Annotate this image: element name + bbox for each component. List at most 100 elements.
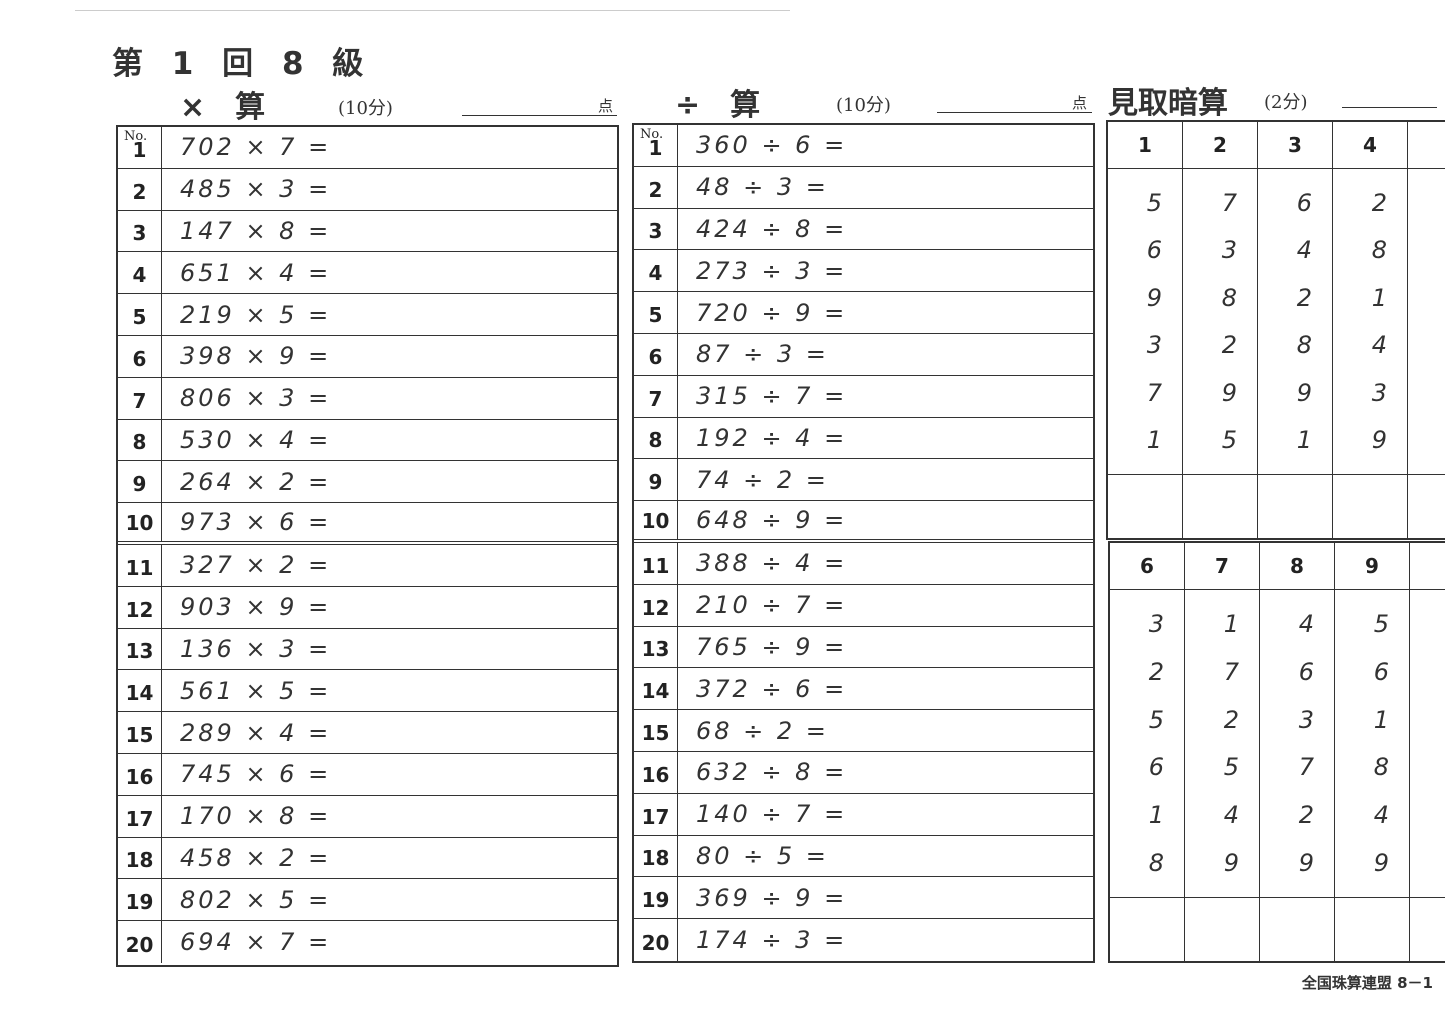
mental-problem-number: 1 xyxy=(1108,122,1182,169)
multiplication-score-field xyxy=(462,114,617,116)
problem-number: 8 xyxy=(634,417,678,459)
table-row: 9 264 × 2 = xyxy=(118,461,617,504)
mental-digit: 2 xyxy=(1221,331,1237,360)
problem-number-text: 5 xyxy=(132,304,147,329)
table-row: 19 802 × 5 = xyxy=(118,879,617,922)
problem-number: 11 xyxy=(634,542,678,584)
problem-number-text: 2 xyxy=(132,179,147,204)
mental-answer-cell xyxy=(1335,898,1409,961)
problem-text: 369 ÷ 9 = xyxy=(696,883,848,912)
mental-digit: 8 xyxy=(1221,283,1237,312)
problem-text: 973 × 6 = xyxy=(180,508,332,537)
problem-text: 327 × 2 = xyxy=(180,551,332,580)
problem-text: 315 ÷ 7 = xyxy=(696,382,848,411)
mental-digit: 7 xyxy=(1298,753,1314,782)
mental-digit: 9 xyxy=(1146,283,1162,312)
problem-number: 6 xyxy=(118,335,162,377)
multiplication-label: × 算 xyxy=(180,90,266,125)
problem-text: 806 × 3 = xyxy=(180,384,332,413)
problem-number: 3 xyxy=(634,208,678,250)
problem-text: 720 ÷ 9 = xyxy=(696,298,848,327)
mental-digit: 7 xyxy=(1146,378,1162,407)
page-title: 第 1 回 8 級 xyxy=(112,46,366,82)
problem-number-text: 17 xyxy=(641,804,670,829)
mental-column: 3 6 4 2 8 9 1 xyxy=(1258,122,1333,538)
table-row: 5 720 ÷ 9 = xyxy=(634,292,1093,334)
table-row: 13 765 ÷ 9 = xyxy=(634,626,1093,669)
table-row: 15 68 ÷ 2 = xyxy=(634,710,1093,752)
mental-problem-number: 9 xyxy=(1335,543,1409,590)
problem-number-text: 18 xyxy=(125,848,154,873)
problem-text: 530 × 4 = xyxy=(180,425,332,454)
problem-number: 2 xyxy=(634,166,678,208)
table-row: 11 388 ÷ 4 = xyxy=(634,542,1093,585)
mental-answer-cell xyxy=(1258,475,1332,538)
table-row: 10 973 × 6 = xyxy=(118,503,617,545)
table-row: 17 170 × 8 = xyxy=(118,795,617,838)
table-row: 4 651 × 4 = xyxy=(118,252,617,295)
mental-column-partial xyxy=(1408,122,1445,538)
table-row: 16 632 ÷ 8 = xyxy=(634,751,1093,794)
problem-number-text: 4 xyxy=(648,261,663,286)
problem-text: 87 ÷ 3 = xyxy=(696,340,829,369)
problem-text: 372 ÷ 6 = xyxy=(696,674,848,703)
table-row: 9 74 ÷ 2 = xyxy=(634,459,1093,502)
mental-answer-cell xyxy=(1110,898,1184,961)
problem-number-text: 8 xyxy=(648,428,663,453)
mental-digit: 3 xyxy=(1371,378,1387,407)
problem-text: 174 ÷ 3 = xyxy=(696,926,848,955)
problem-text: 289 × 4 = xyxy=(180,718,332,747)
table-row: 20 174 ÷ 3 = xyxy=(634,919,1093,961)
problem-number: 16 xyxy=(634,751,678,793)
mental-digit: 9 xyxy=(1373,849,1389,878)
multiplication-table: No. 1 702 × 7 = 2 485 × 3 = 3 147 × 8 = 4 651 × … xyxy=(116,125,619,967)
problem-number: 7 xyxy=(118,377,162,419)
multiplication-points: 点 xyxy=(598,97,614,115)
problem-number: 6 xyxy=(634,333,678,375)
problem-text: 80 ÷ 5 = xyxy=(696,841,829,870)
mental-column: 2 7 3 8 2 9 5 xyxy=(1183,122,1258,538)
problem-number-text: 4 xyxy=(132,263,147,288)
problem-number-text: 16 xyxy=(641,762,670,787)
table-row: 13 136 × 3 = xyxy=(118,628,617,671)
mental-digit: 1 xyxy=(1223,609,1239,638)
problem-text: 147 × 8 = xyxy=(180,216,332,245)
problem-number-text: 15 xyxy=(125,722,154,747)
mental-digits: 1 7 2 5 4 9 xyxy=(1185,590,1259,898)
mental-digit: 2 xyxy=(1223,705,1239,734)
problem-number-text: 11 xyxy=(125,555,154,580)
mental-digit: 5 xyxy=(1373,609,1389,638)
table-row: No. 1 702 × 7 = xyxy=(118,127,617,169)
mental-digit: 9 xyxy=(1296,378,1312,407)
division-label: ÷ 算 xyxy=(675,88,761,123)
mental-digit: 3 xyxy=(1221,236,1237,265)
mental-digit: 2 xyxy=(1296,283,1312,312)
problem-number-text: 13 xyxy=(125,639,154,664)
table-row: 18 80 ÷ 5 = xyxy=(634,835,1093,878)
mental-column: 1 5 6 9 3 7 1 xyxy=(1108,122,1183,538)
problem-number-text: 20 xyxy=(125,932,154,957)
mental-digit: 6 xyxy=(1298,657,1314,686)
mental-digits-partial xyxy=(1410,590,1445,898)
mental-answer-cell xyxy=(1183,475,1257,538)
mental-digits: 4 6 3 7 2 9 xyxy=(1260,590,1334,898)
mental-digit: 4 xyxy=(1373,801,1389,830)
mental-problem-number-partial xyxy=(1410,543,1445,590)
multiplication-time: (10分) xyxy=(338,98,393,119)
problem-number: 5 xyxy=(118,294,162,335)
problem-number-text: 16 xyxy=(125,764,154,789)
problem-number: 13 xyxy=(634,626,678,668)
problem-text: 219 × 5 = xyxy=(180,300,332,329)
table-row: 10 648 ÷ 9 = xyxy=(634,501,1093,543)
mental-digit: 7 xyxy=(1223,657,1239,686)
mental-digit: 1 xyxy=(1148,801,1164,830)
table-row: 11 327 × 2 = xyxy=(118,544,617,587)
problem-number: 3 xyxy=(118,210,162,252)
problem-number-text: 18 xyxy=(641,846,670,871)
problem-text: 136 × 3 = xyxy=(180,634,332,663)
mental-digit: 1 xyxy=(1296,426,1312,455)
problem-text: 458 × 2 = xyxy=(180,843,332,872)
problem-text: 745 × 6 = xyxy=(180,760,332,789)
mental-digit: 9 xyxy=(1371,426,1387,455)
division-score-field xyxy=(937,111,1092,113)
